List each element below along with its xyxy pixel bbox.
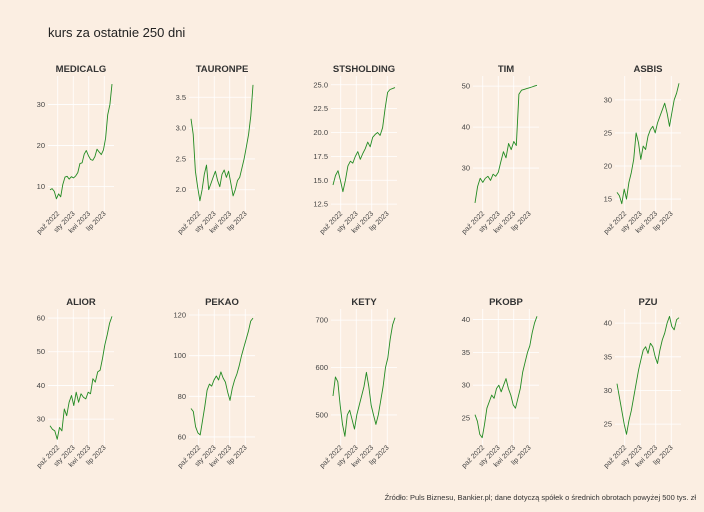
y-tick-label: 40 [462,315,470,324]
panel-title: KETY [351,297,377,308]
price-line [49,84,113,200]
y-tick-label: 500 [315,410,328,419]
y-tick-label: 30 [37,415,45,424]
y-tick-label: 2.5 [176,154,186,163]
y-tick-label: 2.0 [176,185,186,194]
y-tick-label: 25 [604,420,612,429]
y-tick-label: 40 [37,381,45,390]
y-tick-label: 700 [315,316,328,325]
y-tick-label: 20 [604,161,612,170]
y-tick-label: 30 [604,386,612,395]
y-tick-label: 3.0 [176,124,186,133]
panel-title: PZU [639,297,658,308]
y-tick-label: 30 [604,95,612,104]
y-tick-label: 20 [37,141,45,150]
y-tick-label: 60 [178,432,186,441]
y-tick-label: 3.5 [176,93,186,102]
panel-title: MEDICALG [56,64,107,75]
y-tick-label: 20.0 [313,128,328,137]
panel-title: PEKAO [205,297,239,308]
panel-title: ALIOR [66,297,96,308]
y-tick-label: 40 [604,319,612,328]
y-tick-label: 80 [178,392,186,401]
price-line [332,317,396,437]
y-tick-label: 25.0 [313,80,328,89]
y-tick-label: 15.0 [313,176,328,185]
y-tick-label: 30 [37,100,45,109]
y-tick-label: 35 [462,348,470,357]
y-tick-label: 12.5 [313,200,328,209]
y-tick-label: 50 [37,347,45,356]
price-line [474,84,538,203]
price-line [616,83,680,205]
price-line [190,84,254,202]
y-tick-label: 25 [604,128,612,137]
price-line [190,317,254,436]
y-tick-label: 17.5 [313,152,328,161]
price-line [332,87,396,193]
price-line [474,316,538,439]
price-line [49,316,113,440]
chart-title: kurs za ostatnie 250 dni [48,25,186,40]
panel-title: TAURONPE [196,64,249,75]
panel-title: ASBIS [633,64,662,75]
y-tick-label: 30 [462,164,470,173]
y-tick-label: 22.5 [313,104,328,113]
y-tick-label: 120 [173,311,186,320]
panel-title: TIM [498,64,514,75]
price-line [616,315,680,435]
y-tick-label: 50 [462,82,470,91]
y-tick-label: 15 [604,195,612,204]
y-tick-label: 25 [462,414,470,423]
y-tick-label: 60 [37,314,45,323]
source-caption: Źródło: Puls Biznesu, Bankier.pl; dane d… [384,493,696,502]
y-tick-label: 30 [462,381,470,390]
y-tick-label: 10 [37,182,45,191]
panel-title: STSHOLDING [333,64,395,75]
y-tick-label: 35 [604,352,612,361]
panel-title: PKOBP [489,297,523,308]
y-tick-label: 600 [315,363,328,372]
y-tick-label: 40 [462,123,470,132]
y-tick-label: 100 [173,351,186,360]
